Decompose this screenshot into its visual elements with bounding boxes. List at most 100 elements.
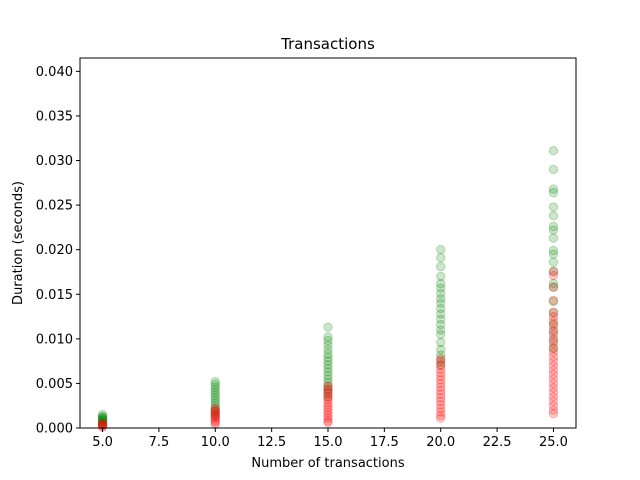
data-point-series-0-72 [548,245,559,256]
data-point-series-0-27 [323,335,333,346]
data-point-series-0-50 [436,294,446,304]
data-point-series-0-21 [210,403,220,414]
y-tick-label: 0.035 [36,109,73,124]
data-point-series-0-53 [436,309,446,319]
y-axis-label: Duration (seconds) [11,181,26,305]
chart-title: Transactions [280,35,375,53]
x-axis-label: Number of transactions [251,456,404,471]
data-point-series-0-40 [323,384,333,395]
data-point-series-1-60 [548,343,559,353]
x-tick-label: 25.0 [539,435,568,450]
x-tick-label: 20.0 [426,435,455,450]
data-point-series-0-31 [323,352,333,363]
data-point-series-1-30 [436,353,446,364]
y-tick-label: 0.020 [36,243,73,258]
data-point-series-1-33 [436,364,446,374]
y-axis: 0.000 0.005 0.010 0.015 0.020 0.025 0.030 0.035… [36,65,80,437]
data-point-series-0-68 [548,211,559,221]
x-tick-label: 5.0 [92,435,113,450]
data-point-series-1-74 [548,405,559,415]
data-point-series-1-24 [323,405,333,415]
x-axis: 5.0 7.5 10.0 12.5 15.0 17.5 20.0 22.5 25.0 [92,428,568,450]
data-point-series-0-67 [548,202,559,212]
data-point-series-1-34 [436,368,446,378]
data-point-series-1-52 [548,307,559,317]
data-point-series-1-5 [210,403,220,414]
data-point-series-1-63 [548,356,559,366]
data-point-series-0-20 [210,401,220,411]
data-point-series-0-58 [436,337,446,348]
data-point-series-0-36 [323,370,333,381]
data-point-series-0-69 [548,221,559,232]
data-point-series-0-81 [548,327,559,337]
data-point-series-0-76 [548,278,559,289]
data-point-series-1-44 [436,403,446,414]
data-point-series-1-69 [548,383,559,393]
data-point-series-1-12 [210,416,220,426]
data-point-series-0-83 [548,343,559,354]
data-point-series-0-19 [210,398,220,408]
data-point-series-0-79 [548,308,559,318]
data-point-series-0-59 [436,344,446,355]
data-point-series-1-39 [436,385,446,396]
data-points [97,146,559,432]
data-point-series-1-64 [548,360,559,371]
y-tick-label: 0.025 [36,199,73,214]
data-point-series-0-26 [323,332,333,342]
data-point-series-1-20 [323,394,333,405]
data-point-series-0-11 [210,376,220,387]
x-tick-label: 12.5 [257,435,286,450]
data-point-series-1-65 [548,365,559,375]
data-point-series-0-32 [323,356,333,366]
data-point-series-1-71 [548,392,559,402]
data-point-series-1-28 [323,416,333,426]
data-point-series-1-29 [323,417,333,428]
data-point-series-0-14 [210,384,220,395]
data-point-series-1-58 [548,334,559,344]
data-point-series-0-80 [548,318,559,329]
data-point-series-0-12 [210,379,220,390]
data-point-series-1-56 [548,325,559,335]
data-point-series-1-31 [436,357,446,367]
data-point-series-0-77 [548,282,559,292]
data-point-series-1-48 [548,267,559,277]
data-point-series-0-33 [323,360,333,370]
y-tick-label: 0.040 [36,65,73,80]
data-point-series-0-35 [323,367,333,377]
data-point-series-1-72 [548,396,559,406]
data-point-series-0-23 [210,409,220,419]
data-point-series-1-62 [548,351,559,362]
data-point-series-0-30 [323,349,333,359]
data-point-series-1-75 [548,409,559,419]
data-point-series-1-51 [548,295,559,306]
data-point-series-1-50 [548,282,559,292]
data-point-series-0-24 [210,411,220,422]
data-point-series-0-18 [210,395,220,406]
data-point-series-0-82 [548,335,559,346]
y-tick-label: 0.010 [36,332,73,347]
x-tick-label: 10.0 [201,435,230,450]
data-point-series-1-18 [323,389,333,399]
data-point-series-0-3 [97,413,108,423]
data-point-series-1-49 [548,270,559,281]
data-point-series-1-13 [210,417,220,428]
x-tick-label: 15.0 [314,435,343,450]
data-point-series-1-21 [323,397,333,407]
data-point-series-1-6 [210,405,220,415]
data-point-series-0-43 [436,244,446,255]
data-point-series-0-6 [97,416,108,426]
data-point-series-1-55 [548,320,559,331]
data-point-series-1-40 [436,389,446,399]
data-point-series-0-60 [436,350,446,360]
data-point-series-0-48 [436,283,446,293]
data-point-series-0-41 [323,388,333,398]
data-point-series-0-55 [436,319,446,330]
data-point-series-1-46 [436,410,446,421]
data-point-series-0-44 [436,253,446,263]
data-point-series-1-11 [210,414,220,424]
data-point-series-1-53 [548,311,559,322]
data-point-series-1-27 [323,413,333,423]
y-tick-label: 0.030 [36,154,73,169]
data-point-series-0-49 [436,288,446,299]
